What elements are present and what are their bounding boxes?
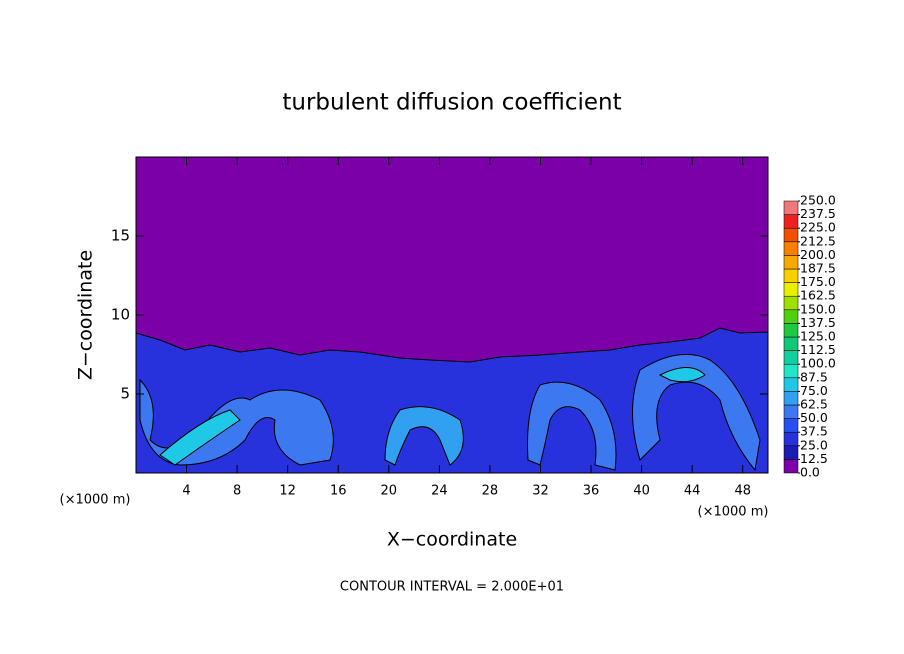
colorbar-label: 162.5 [800,288,836,303]
colorbar-swatch [783,336,799,351]
field-region [658,367,706,383]
colorbar-label: 237.5 [800,206,836,221]
colorbar-swatch [783,323,799,338]
x-tick-label: 44 [684,484,701,499]
x-units-label: (×1000 m) [60,493,131,508]
colorbar-swatch [783,295,799,311]
colorbar-swatch [783,214,799,229]
colorbar-swatch [783,241,799,256]
colorbar-label: 0.0 [800,465,820,480]
x-axis-label: X−coordinate [387,529,517,551]
x-tick-label: 4 [182,484,190,499]
colorbar-label: 12.5 [800,451,828,466]
y-tick-label: 5 [120,385,130,403]
colorbar-label: 25.0 [800,437,828,452]
x-tick-label: 48 [734,484,751,499]
x-tick-label: 28 [482,484,499,499]
field-region [384,406,464,466]
colorbar-label: 187.5 [800,261,836,276]
x-tick-label: 8 [233,484,241,499]
colorbar-label: 87.5 [800,369,828,384]
colorbar-swatch [783,282,799,297]
x-tick-label: 20 [381,484,398,499]
colorbar-swatch [783,445,799,460]
colorbar-label: 225.0 [800,220,836,235]
y-tick-label: 10 [111,306,130,324]
colorbar-swatch [783,404,799,419]
x-units-label: (×1000 m) [698,505,769,520]
colorbar-swatch [783,200,799,215]
colorbar-swatch [783,268,799,283]
colorbar-swatch [783,459,799,474]
colorbar-swatch [783,363,799,379]
colorbar-swatch [783,350,799,365]
field [135,156,769,474]
colorbar-label: 212.5 [800,233,836,248]
colorbar-label: 112.5 [800,342,836,357]
x-tick-label: 16 [330,484,347,499]
colorbar-swatch [783,255,799,270]
colorbar-label: 75.0 [800,383,828,398]
colorbar-label: 137.5 [800,315,836,330]
colorbar-label: 200.0 [800,247,836,262]
y-tick-label: 15 [111,227,130,245]
colorbar-label: 250.0 [800,193,836,208]
x-tick-label: 24 [431,484,448,499]
colorbar-label: 100.0 [800,356,836,371]
colorbar-swatch [783,418,799,433]
x-tick-label: 12 [279,484,296,499]
field-region [159,409,241,466]
colorbar-swatch [783,431,799,447]
colorbar-label: 175.0 [800,274,836,289]
colorbar-label: 150.0 [800,301,836,316]
chart-title: turbulent diffusion coefficient [282,90,621,116]
colorbar-label: 50.0 [800,410,828,425]
colorbar-swatch [783,377,799,392]
y-axis-label: Z−coordinate [75,250,97,380]
x-tick-label: 32 [532,484,549,499]
x-tick-label: 40 [633,484,650,499]
x-tick-label: 36 [583,484,600,499]
colorbar-swatch [783,227,799,243]
field-region [527,381,617,471]
colorbar-label: 37.5 [800,424,828,439]
colorbar-label: 62.5 [800,397,828,412]
colorbar-swatch [783,309,799,324]
field-region [632,353,761,472]
footnote: CONTOUR INTERVAL = 2.000E+01 [340,580,564,595]
colorbar-label: 125.0 [800,329,836,344]
colorbar-swatch [783,391,799,406]
